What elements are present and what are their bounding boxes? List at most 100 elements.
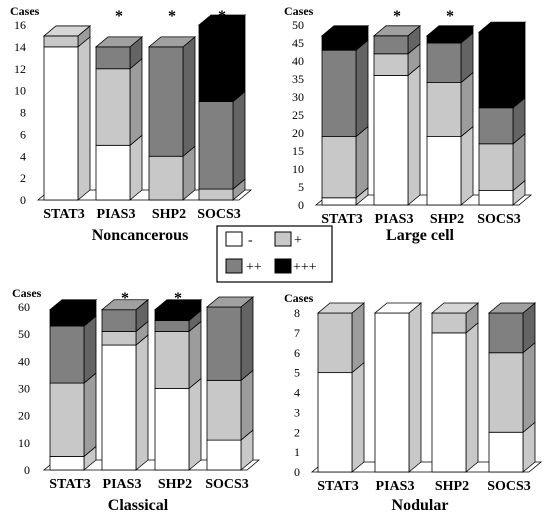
bar-segment [206, 306, 242, 381]
significance-marker: * [393, 8, 401, 25]
bar-top [316, 302, 366, 314]
bar-top [153, 299, 203, 311]
bar-segment-side [240, 369, 254, 441]
bar-segment [101, 331, 137, 346]
bar-segment [49, 325, 85, 384]
bar-top [147, 36, 197, 48]
y-tick-label: 0 [24, 463, 30, 477]
y-tick-label: 2 [20, 171, 26, 185]
bar-segment-side [465, 322, 479, 473]
chart-title: Classical [108, 497, 169, 514]
y-tick-label: 5 [298, 180, 304, 194]
bar-segment-side [240, 296, 254, 382]
bar-segment [478, 31, 514, 109]
bar-stack-stat3 [48, 298, 98, 471]
bar-segment-side [460, 71, 474, 138]
bar-top [320, 25, 370, 37]
legend-label-plus: + [294, 233, 302, 248]
bar-stack-stat3 [320, 24, 370, 206]
legend-item-plusplusplus: +++ [274, 258, 317, 275]
bar-stack-pias3 [100, 298, 150, 471]
bar-segment [373, 75, 409, 206]
bar-segment [154, 320, 190, 332]
legend-label-plusplus: ++ [246, 260, 262, 275]
bar-segment-side [355, 39, 369, 138]
bar-stack-shp2 [153, 298, 203, 471]
bar-stack-socs3 [205, 296, 255, 471]
bar-segment-side [182, 36, 196, 158]
bar-segment [95, 68, 131, 146]
y-tick-label: 50 [292, 18, 304, 32]
bar-segment-side [522, 341, 536, 434]
bar-segment [43, 46, 79, 201]
significance-marker: * [218, 8, 226, 25]
bar-stack-socs3 [487, 302, 537, 473]
y-tick-label: 20 [292, 126, 304, 140]
significance-marker: * [115, 8, 123, 25]
x-tick-label: PIAS3 [376, 479, 415, 494]
bar-segment [43, 35, 79, 48]
y-tick-label: 40 [292, 54, 304, 68]
bar-segment [49, 382, 85, 457]
bar-stack-socs3 [477, 21, 527, 206]
bar-segment [488, 352, 524, 433]
y-tick-label: 60 [18, 300, 30, 314]
bar-segment [488, 312, 524, 354]
y-tick-label: 8 [20, 106, 26, 120]
x-tick-label: STAT3 [49, 477, 91, 492]
y-axis-title: Cases [284, 291, 314, 305]
y-axis-title: Cases [10, 4, 40, 18]
bar-segment-side [351, 361, 365, 473]
y-tick-label: 0 [294, 465, 300, 479]
x-tick-label: SHP2 [152, 207, 186, 222]
bar-segment [431, 332, 467, 473]
bar-stack-stat3 [42, 25, 92, 201]
y-tick-label: 30 [292, 90, 304, 104]
bar-stack-stat3 [316, 302, 366, 473]
bar-segment [49, 309, 85, 327]
bar-segment-side [512, 21, 526, 109]
bar-top [477, 21, 527, 33]
x-tick-label: PIAS3 [375, 212, 414, 227]
bar-segment [198, 101, 234, 190]
bar-segment-side [135, 334, 149, 471]
bar-top [372, 25, 422, 37]
bar-segment [317, 372, 353, 473]
bar-segment-side [232, 90, 246, 190]
y-tick-label: 3 [294, 405, 300, 419]
y-tick-label: 4 [20, 149, 26, 163]
y-tick-label: 10 [18, 436, 30, 450]
significance-marker: * [174, 290, 182, 307]
y-tick-label: 1 [294, 445, 300, 459]
bar-segment-side [407, 64, 421, 206]
x-tick-label: SOCS3 [205, 477, 249, 492]
bar-segment-side [460, 125, 474, 206]
bar-top [430, 302, 480, 314]
bar-top [42, 25, 92, 37]
y-tick-label: 40 [18, 354, 30, 368]
bar-segment [374, 312, 410, 473]
bar-segment [148, 46, 184, 157]
y-tick-label: 14 [14, 40, 26, 54]
x-tick-label: STAT3 [43, 207, 85, 222]
bar-segment [101, 309, 137, 332]
bar-segment [321, 136, 357, 199]
bar-segment-side [129, 134, 143, 201]
y-tick-label: 25 [292, 108, 304, 122]
y-tick-label: 12 [14, 62, 26, 76]
bar-segment-side [77, 36, 91, 201]
bar-segment [95, 46, 131, 70]
x-tick-label: SOCS3 [487, 479, 531, 494]
legend-label-neg: - [248, 233, 253, 248]
x-tick-label: SHP2 [430, 212, 464, 227]
y-tick-label: 20 [18, 409, 30, 423]
bar-segment [198, 24, 234, 102]
y-tick-label: 16 [14, 18, 26, 32]
y-tick-label: 35 [292, 72, 304, 86]
bar-segment [373, 53, 409, 76]
y-tick-label: 8 [294, 306, 300, 320]
y-tick-label: 0 [20, 193, 26, 207]
significance-marker: * [168, 8, 176, 25]
